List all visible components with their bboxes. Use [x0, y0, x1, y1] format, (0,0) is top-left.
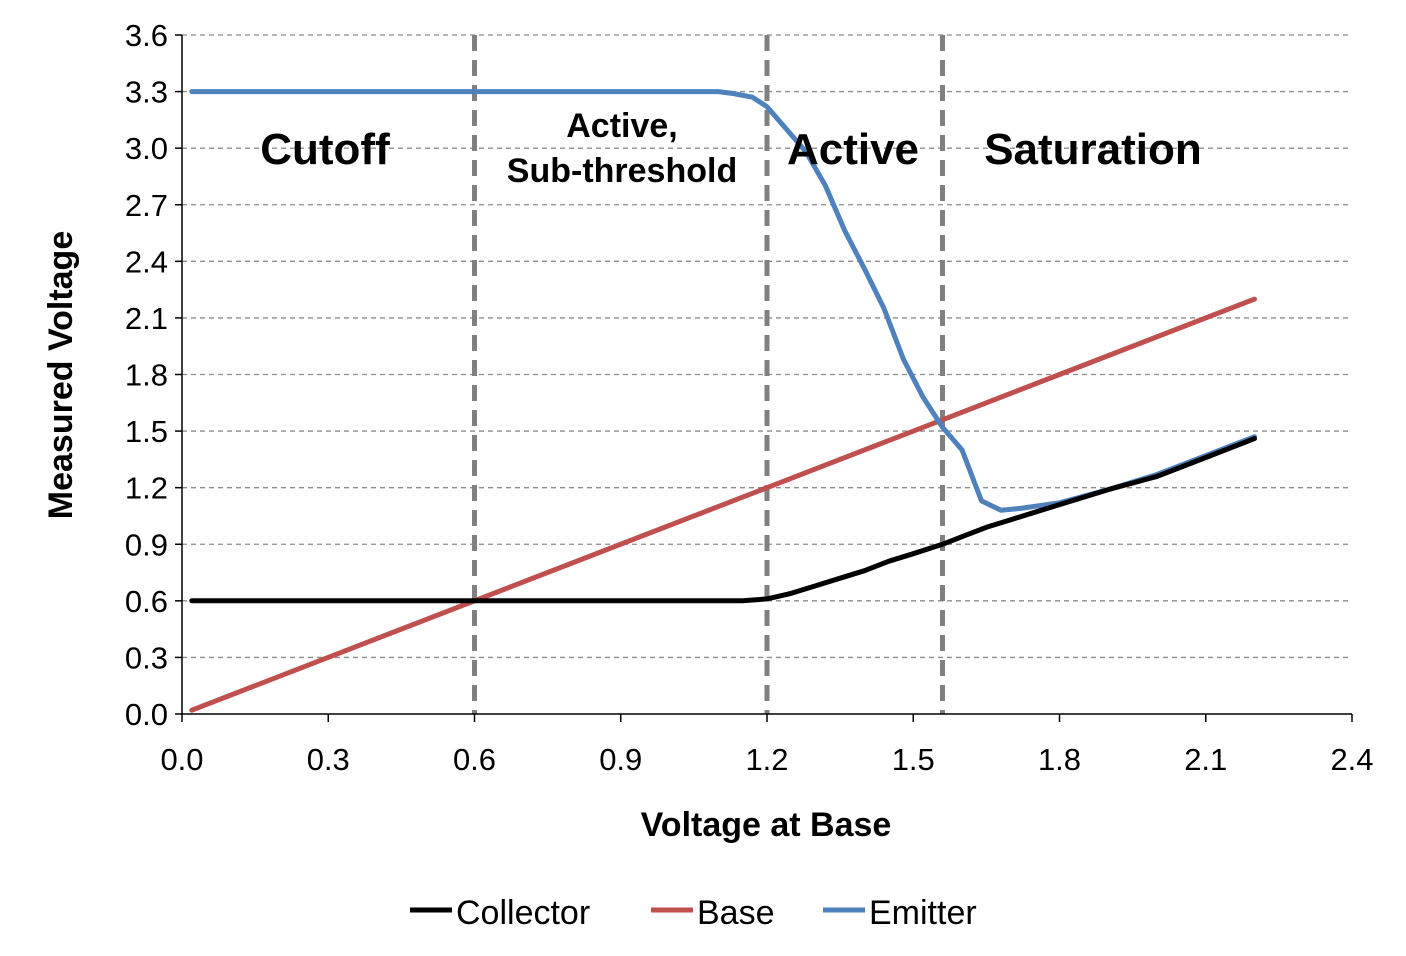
x-tick-label: 2.1 [1184, 742, 1227, 777]
y-tick-label: 2.4 [125, 244, 168, 279]
legend-label-collector: Collector [456, 894, 590, 932]
series-line-collector [189, 436, 1257, 604]
y-tick-label: 3.0 [125, 131, 168, 166]
region-label-active: Active [787, 125, 919, 174]
legend: Collector Base Emitter [410, 894, 977, 932]
region-label-active-sub-line1: Active, [566, 107, 678, 145]
y-tick-label: 1.5 [125, 414, 168, 449]
legend-label-emitter: Emitter [869, 894, 977, 932]
y-tick-labels: 0.0 0.3 0.6 0.9 1.2 1.5 1.8 2.1 2.4 2.7 3.0 3.3 3.6 [125, 18, 182, 732]
x-tick-label: 0.0 [160, 742, 203, 777]
series-lines [189, 89, 1257, 713]
y-tick-label: 0.3 [125, 640, 168, 675]
x-tick-label: 1.8 [1038, 742, 1081, 777]
y-tick-label: 3.6 [125, 18, 168, 53]
x-tick-label: 0.3 [307, 742, 350, 777]
y-tick-label: 1.8 [125, 358, 168, 393]
y-axis-title: Measured Voltage [42, 231, 80, 519]
region-label-cutoff: Cutoff [260, 125, 390, 174]
x-tick-labels: 0.0 0.3 0.6 0.9 1.2 1.5 1.8 2.1 2.4 [160, 714, 1374, 777]
y-tick-label: 0.0 [125, 697, 168, 732]
region-label-saturation: Saturation [984, 125, 1202, 174]
legend-label-base: Base [697, 894, 775, 932]
y-tick-label: 0.9 [125, 527, 168, 562]
x-axis-title: Voltage at Base [641, 806, 892, 844]
y-tick-label: 3.3 [125, 75, 168, 110]
y-tick-label: 2.1 [125, 301, 168, 336]
x-tick-label: 1.5 [892, 742, 935, 777]
y-tick-label: 1.2 [125, 471, 168, 506]
x-tick-label: 1.2 [745, 742, 788, 777]
x-tick-label: 0.6 [453, 742, 496, 777]
series-line-base [189, 296, 1257, 713]
y-tick-label: 0.6 [125, 584, 168, 619]
x-tick-label: 0.9 [599, 742, 642, 777]
region-label-active-sub-line2: Sub-threshold [507, 152, 737, 190]
y-tick-label: 2.7 [125, 188, 168, 223]
x-tick-label: 2.4 [1330, 742, 1373, 777]
